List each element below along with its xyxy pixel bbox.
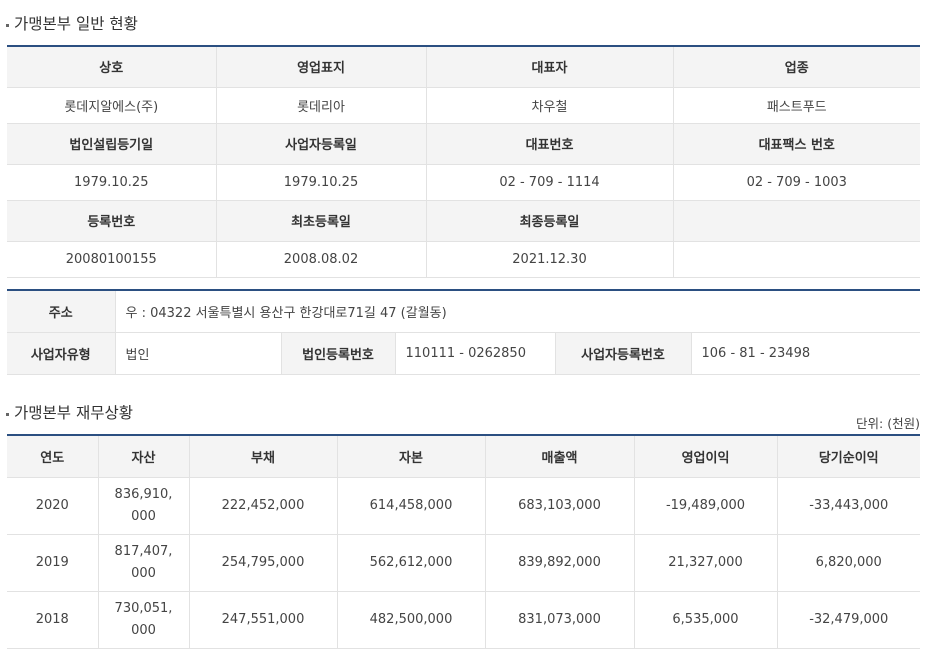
table-row: 2020 836,910,000 222,452,000 614,458,000… bbox=[7, 477, 920, 535]
financial-header-row: 연도 자산 부채 자본 매출액 영업이익 당기순이익 bbox=[7, 435, 920, 478]
cell-operating-income: 6,535,000 bbox=[633, 591, 777, 649]
general-header-row-2: 법인설립등기일 사업자등록일 대표번호 대표팩스 번호 bbox=[7, 123, 920, 165]
financial-status-title-text: 가맹본부 재무상황 bbox=[14, 404, 134, 422]
header-reg-number: 등록번호 bbox=[7, 200, 216, 242]
address-info-table: 주소 우 : 04322 서울특별시 용산구 한강대로71길 47 (갈월동) … bbox=[7, 289, 920, 375]
header-industry: 업종 bbox=[672, 46, 920, 88]
biz-reg-value: 106 - 81 - 23498 bbox=[690, 332, 920, 375]
biz-info-row: 사업자유형 법인 법인등록번호 110111 - 0262850 사업자등록번호… bbox=[7, 332, 920, 375]
general-status-title-text: 가맹본부 일반 현황 bbox=[14, 15, 138, 33]
cell-equity: 482,500,000 bbox=[336, 591, 485, 649]
cell-liabilities: 222,452,000 bbox=[188, 477, 337, 535]
financial-status-title: 가맹본부 재무상황 bbox=[6, 401, 133, 423]
cell-assets: 817,407,000 bbox=[97, 534, 189, 592]
header-liabilities: 부채 bbox=[188, 435, 337, 478]
value-reg-number: 20080100155 bbox=[7, 241, 216, 278]
header-incorporation-date: 법인설립등기일 bbox=[7, 123, 216, 165]
cell-revenue: 683,103,000 bbox=[484, 477, 634, 535]
address-value: 우 : 04322 서울특별시 용산구 한강대로71길 47 (갈월동) bbox=[114, 290, 920, 333]
value-biz-reg-date: 1979.10.25 bbox=[215, 164, 426, 201]
general-status-title: 가맹본부 일반 현황 bbox=[6, 12, 138, 34]
table-row: 2019 817,407,000 254,795,000 562,612,000… bbox=[7, 534, 920, 592]
header-biz-reg-date: 사업자등록일 bbox=[215, 123, 426, 165]
cell-equity: 614,458,000 bbox=[336, 477, 485, 535]
bullet-icon bbox=[6, 412, 9, 416]
cell-liabilities: 254,795,000 bbox=[188, 534, 337, 592]
general-value-row-3: 20080100155 2008.08.02 2021.12.30 bbox=[7, 241, 920, 278]
general-header-row-1: 상호 영업표지 대표자 업종 bbox=[7, 46, 920, 88]
cell-assets: 836,910,000 bbox=[97, 477, 189, 535]
cell-net-income: -33,443,000 bbox=[776, 477, 920, 535]
header-fax: 대표팩스 번호 bbox=[672, 123, 920, 165]
bullet-icon bbox=[6, 23, 9, 27]
value-fax: 02 - 709 - 1003 bbox=[672, 164, 920, 201]
corp-reg-label: 법인등록번호 bbox=[280, 332, 395, 375]
header-first-reg-date: 최초등록일 bbox=[215, 200, 426, 242]
header-ceo: 대표자 bbox=[425, 46, 673, 88]
biz-type-label: 사업자유형 bbox=[7, 332, 115, 375]
value-industry: 패스트푸드 bbox=[672, 87, 920, 124]
corp-reg-value: 110111 - 0262850 bbox=[394, 332, 555, 375]
address-row: 주소 우 : 04322 서울특별시 용산구 한강대로71길 47 (갈월동) bbox=[7, 290, 920, 333]
cell-revenue: 831,073,000 bbox=[484, 591, 634, 649]
value-incorporation-date: 1979.10.25 bbox=[7, 164, 216, 201]
header-equity: 자본 bbox=[336, 435, 485, 478]
header-operating-income: 영업이익 bbox=[633, 435, 777, 478]
general-header-row-3: 등록번호 최초등록일 최종등록일 bbox=[7, 200, 920, 242]
value-company-name: 롯데지알에스(주) bbox=[7, 87, 216, 124]
cell-net-income: 6,820,000 bbox=[776, 534, 920, 592]
biz-type-value: 법인 bbox=[114, 332, 281, 375]
financial-table: 연도 자산 부채 자본 매출액 영업이익 당기순이익 2020 836,910,… bbox=[7, 434, 920, 649]
header-revenue: 매출액 bbox=[484, 435, 634, 478]
header-phone: 대표번호 bbox=[425, 123, 673, 165]
header-empty bbox=[672, 200, 920, 242]
header-year: 연도 bbox=[7, 435, 98, 478]
header-company-name: 상호 bbox=[7, 46, 216, 88]
value-first-reg-date: 2008.08.02 bbox=[215, 241, 426, 278]
cell-assets: 730,051,000 bbox=[97, 591, 189, 649]
value-last-reg-date: 2021.12.30 bbox=[425, 241, 673, 278]
header-brand: 영업표지 bbox=[215, 46, 426, 88]
cell-net-income: -32,479,000 bbox=[776, 591, 920, 649]
value-brand: 롯데리아 bbox=[215, 87, 426, 124]
cell-operating-income: 21,327,000 bbox=[633, 534, 777, 592]
header-assets: 자산 bbox=[97, 435, 189, 478]
cell-equity: 562,612,000 bbox=[336, 534, 485, 592]
cell-liabilities: 247,551,000 bbox=[188, 591, 337, 649]
cell-revenue: 839,892,000 bbox=[484, 534, 634, 592]
table-row: 2018 730,051,000 247,551,000 482,500,000… bbox=[7, 591, 920, 649]
general-info-table: 상호 영업표지 대표자 업종 롯데지알에스(주) 롯데리아 차우철 패스트푸드 … bbox=[7, 45, 920, 278]
header-last-reg-date: 최종등록일 bbox=[425, 200, 673, 242]
value-empty bbox=[672, 241, 920, 278]
cell-year: 2019 bbox=[7, 534, 98, 592]
unit-label: 단위: (천원) bbox=[856, 416, 920, 431]
cell-operating-income: -19,489,000 bbox=[633, 477, 777, 535]
general-value-row-1: 롯데지알에스(주) 롯데리아 차우철 패스트푸드 bbox=[7, 87, 920, 124]
cell-year: 2018 bbox=[7, 591, 98, 649]
general-value-row-2: 1979.10.25 1979.10.25 02 - 709 - 1114 02… bbox=[7, 164, 920, 201]
value-phone: 02 - 709 - 1114 bbox=[425, 164, 673, 201]
cell-year: 2020 bbox=[7, 477, 98, 535]
header-net-income: 당기순이익 bbox=[776, 435, 920, 478]
address-label: 주소 bbox=[7, 290, 115, 333]
biz-reg-label: 사업자등록번호 bbox=[554, 332, 691, 375]
value-ceo: 차우철 bbox=[425, 87, 673, 124]
